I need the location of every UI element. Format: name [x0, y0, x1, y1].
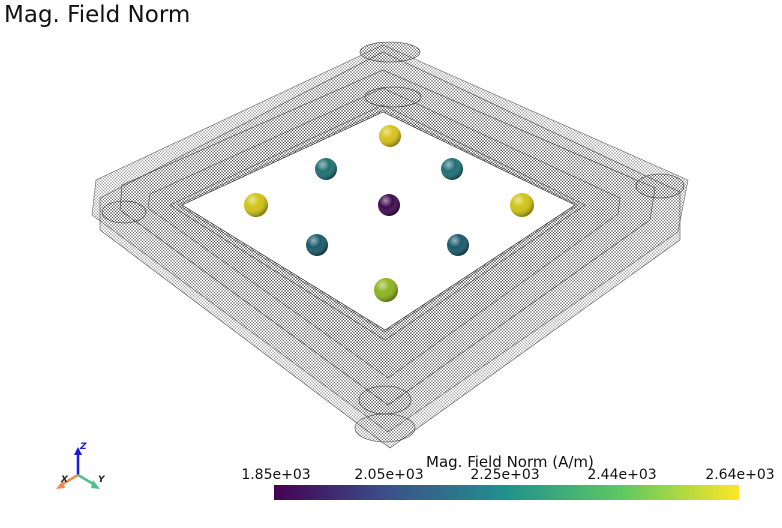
sphere-bottom[interactable] — [374, 278, 398, 302]
orientation-axes-widget[interactable]: Z X Y — [56, 442, 106, 489]
sphere-lower-left[interactable] — [306, 234, 328, 256]
colorbar-tick-1: 1.85e+03 — [241, 467, 311, 483]
corner-boss-top-2 — [364, 86, 422, 108]
y-axis-label: Y — [98, 475, 106, 485]
colorbar-tick-4: 2.44e+03 — [587, 467, 657, 483]
coil-frame — [91, 41, 689, 449]
plot-title: Mag. Field Norm — [4, 2, 191, 28]
y-axis-arrowhead — [91, 480, 100, 489]
colorbar-tick-2: 2.05e+03 — [354, 467, 424, 483]
sphere-lower-right[interactable] — [447, 234, 469, 256]
colorbar-tick-5: 2.64e+03 — [705, 467, 775, 483]
colorbar-gradient — [274, 485, 739, 500]
corner-boss-right — [635, 173, 685, 199]
sphere-group — [244, 125, 534, 302]
sphere-top[interactable] — [379, 125, 401, 147]
colorbar-tick-3: 2.25e+03 — [470, 467, 540, 483]
corner-boss-left — [101, 200, 147, 224]
corner-boss-bottom — [358, 385, 412, 415]
x-axis-label: X — [60, 475, 69, 485]
sphere-right[interactable] — [510, 193, 534, 217]
frame-dark-band — [147, 87, 621, 379]
colorbar-title: Mag. Field Norm (A/m) — [426, 453, 594, 471]
sphere-upper-left[interactable] — [315, 158, 337, 180]
sphere-left[interactable] — [244, 193, 268, 217]
x-axis-arrowhead — [56, 480, 65, 489]
z-axis-label: Z — [79, 442, 87, 452]
sphere-upper-right[interactable] — [441, 158, 463, 180]
corner-boss-bottom-2 — [354, 413, 416, 443]
sphere-center[interactable] — [378, 194, 400, 216]
corner-boss-top — [359, 41, 421, 63]
z-axis-arrowhead — [74, 447, 82, 455]
